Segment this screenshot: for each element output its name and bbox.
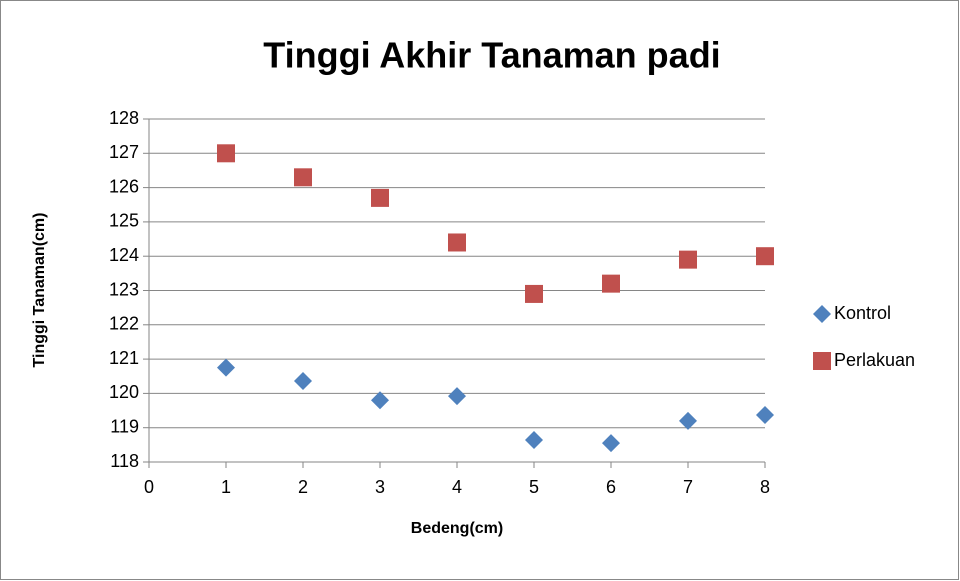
point — [371, 188, 389, 207]
point — [679, 250, 697, 269]
point — [294, 168, 312, 187]
legend-label: Perlakuan — [834, 350, 915, 370]
x-tick-label: 1 — [221, 477, 231, 497]
x-axis-title: Bedeng(cm) — [411, 520, 503, 537]
point — [448, 233, 466, 252]
point — [525, 284, 543, 303]
y-axis-title: Tinggi Tanaman(cm) — [31, 213, 48, 368]
point — [602, 274, 620, 293]
y-tick-label: 119 — [110, 416, 139, 436]
y-tick-label: 121 — [109, 348, 139, 368]
x-tick-label: 4 — [452, 477, 462, 497]
chart-title: Tinggi Akhir Tanaman padi — [263, 35, 720, 76]
point — [217, 358, 235, 377]
y-tick-label: 127 — [109, 142, 139, 162]
point — [525, 431, 543, 450]
x-tick-label: 2 — [298, 477, 308, 497]
y-tick-label: 122 — [109, 314, 139, 334]
point — [294, 372, 312, 391]
y-tick-label: 118 — [110, 451, 139, 471]
x-tick-label: 0 — [144, 477, 154, 497]
x-tick-label: 6 — [606, 477, 616, 497]
y-tick-label: 120 — [109, 382, 139, 402]
x-tick-label: 3 — [375, 477, 385, 497]
legend-marker — [813, 305, 831, 323]
x-tick-label: 7 — [683, 477, 693, 497]
point — [602, 434, 620, 453]
x-tick-label: 8 — [760, 477, 770, 497]
point — [756, 406, 774, 425]
x-tick-label: 5 — [529, 477, 539, 497]
y-tick-label: 128 — [109, 108, 139, 128]
point — [448, 387, 466, 406]
point — [217, 144, 235, 163]
legend-marker — [813, 352, 831, 370]
y-tick-label: 123 — [109, 279, 139, 299]
point — [756, 247, 774, 266]
point — [371, 391, 389, 410]
legend-label: Kontrol — [834, 303, 891, 323]
point — [679, 411, 697, 430]
y-tick-label: 124 — [109, 245, 139, 265]
y-tick-label: 126 — [109, 176, 139, 196]
y-tick-label: 125 — [109, 211, 139, 231]
